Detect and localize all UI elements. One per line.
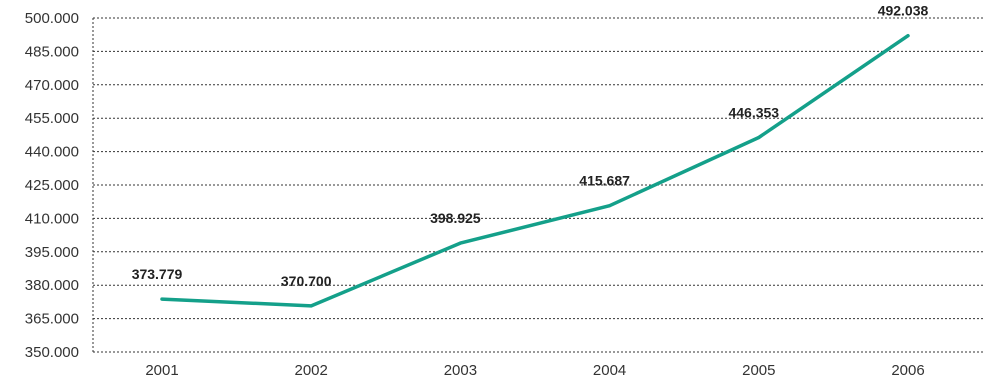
- y-tick-label: 380.000: [25, 277, 79, 294]
- data-label: 446.353: [728, 104, 779, 120]
- y-tick-label: 455.000: [25, 110, 79, 127]
- x-tick-label: 2002: [295, 362, 328, 379]
- data-point: [608, 204, 612, 208]
- x-tick-label: 2006: [891, 362, 924, 379]
- series: [160, 33, 910, 308]
- y-tick-label: 440.000: [25, 144, 79, 161]
- x-tick-labels: 2001 2002 2003 2004 2005 2006: [145, 362, 924, 379]
- series-line: [160, 33, 910, 308]
- data-point: [906, 34, 910, 38]
- y-tick-label: 500.000: [25, 10, 79, 27]
- y-tick-label: 410.000: [25, 210, 79, 227]
- data-label: 370.700: [281, 273, 332, 289]
- data-label: 373.779: [132, 266, 183, 282]
- y-tick-label: 485.000: [25, 43, 79, 60]
- x-tick-label: 2005: [742, 362, 775, 379]
- y-tick-label: 365.000: [25, 311, 79, 328]
- x-tick-label: 2004: [593, 362, 626, 379]
- data-label: 398.925: [430, 210, 481, 226]
- y-tick-label: 470.000: [25, 77, 79, 94]
- x-tick-label: 2001: [145, 362, 178, 379]
- data-label: 415.687: [579, 173, 630, 189]
- grid-lines: [93, 17, 984, 320]
- data-point: [458, 241, 462, 245]
- y-tick-label: 395.000: [25, 244, 79, 261]
- y-tick-labels: 350.000 365.000 380.000 395.000 410.000 425.0…: [25, 10, 79, 361]
- axes: [92, 18, 984, 353]
- data-label: 492.038: [878, 3, 929, 19]
- y-tick-label: 350.000: [25, 344, 79, 361]
- data-point: [160, 297, 164, 301]
- x-tick-label: 2003: [444, 362, 477, 379]
- y-tick-label: 425.000: [25, 177, 79, 194]
- data-point: [757, 135, 761, 139]
- data-point: [309, 304, 313, 308]
- data-labels: 373.779 370.700 398.925 415.687 446.353 492.0…: [132, 3, 929, 289]
